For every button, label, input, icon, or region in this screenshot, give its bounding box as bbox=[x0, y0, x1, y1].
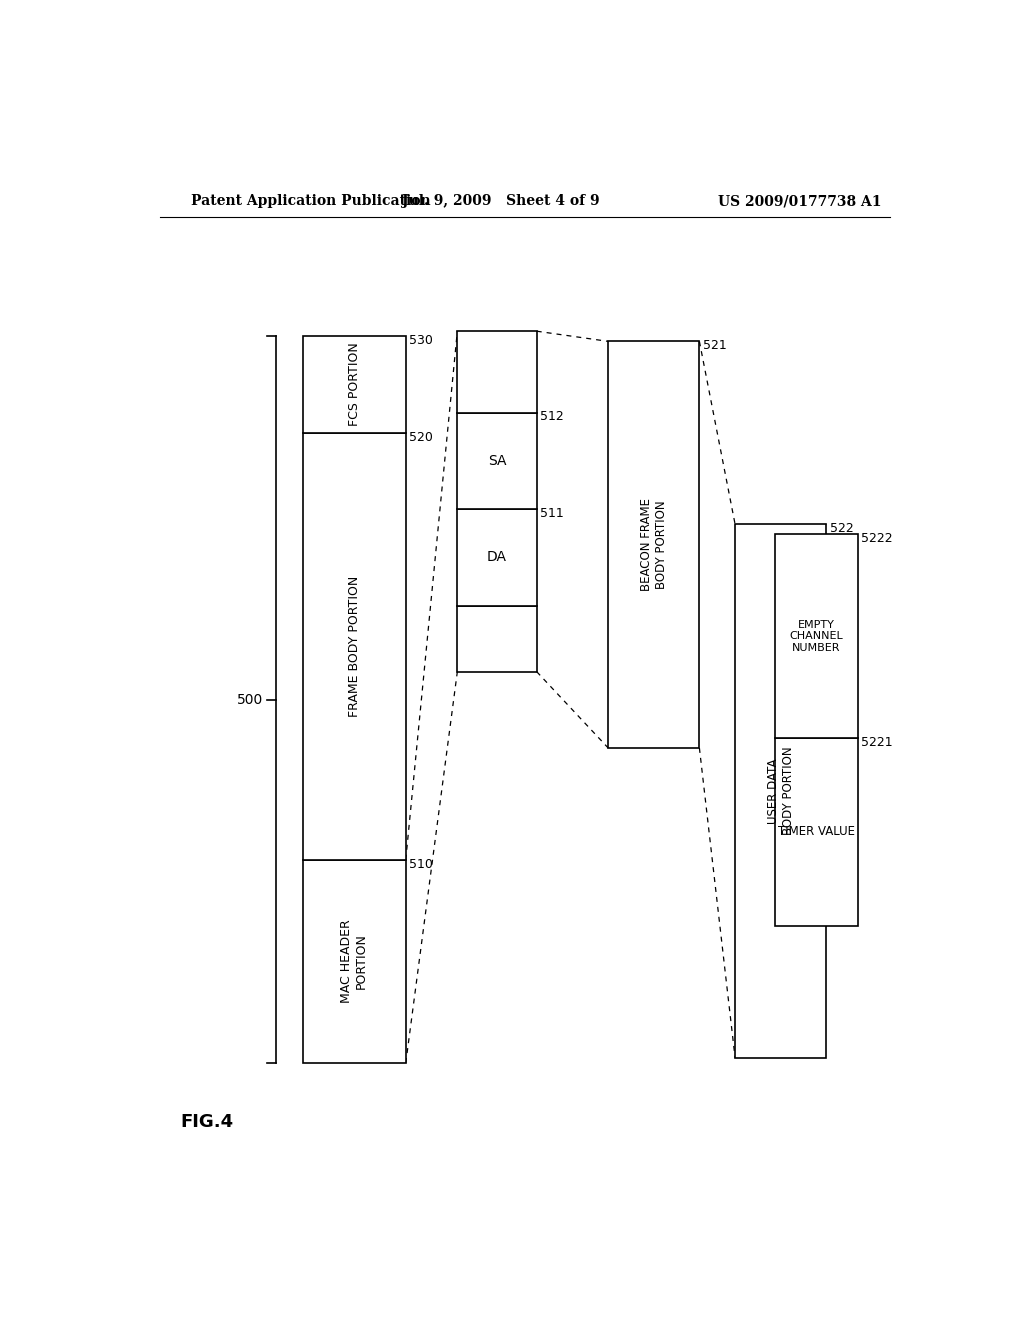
Bar bbox=[775, 738, 858, 925]
Text: FCS PORTION: FCS PORTION bbox=[348, 343, 360, 426]
Bar bbox=[775, 535, 858, 738]
Bar bbox=[458, 331, 537, 412]
Text: 530: 530 bbox=[409, 334, 433, 347]
Text: Patent Application Publication: Patent Application Publication bbox=[191, 194, 431, 209]
Bar bbox=[303, 337, 406, 433]
Text: DA: DA bbox=[487, 550, 507, 565]
Bar bbox=[458, 412, 537, 510]
Text: FRAME BODY PORTION: FRAME BODY PORTION bbox=[348, 576, 360, 717]
Text: 521: 521 bbox=[702, 339, 726, 352]
Text: 500: 500 bbox=[237, 693, 263, 706]
Text: 512: 512 bbox=[540, 411, 563, 424]
Text: MAC HEADER
PORTION: MAC HEADER PORTION bbox=[340, 920, 369, 1003]
Bar bbox=[303, 433, 406, 859]
Bar bbox=[458, 606, 537, 672]
Text: 511: 511 bbox=[540, 507, 563, 520]
Text: 520: 520 bbox=[409, 430, 433, 444]
Text: BEACON FRAME
BODY PORTION: BEACON FRAME BODY PORTION bbox=[640, 498, 668, 591]
Bar bbox=[458, 510, 537, 606]
Text: 5221: 5221 bbox=[861, 735, 893, 748]
Bar bbox=[303, 859, 406, 1063]
Text: 510: 510 bbox=[409, 858, 433, 871]
Text: EMPTY
CHANNEL
NUMBER: EMPTY CHANNEL NUMBER bbox=[790, 619, 844, 652]
Text: US 2009/0177738 A1: US 2009/0177738 A1 bbox=[719, 194, 882, 209]
Text: Jul. 9, 2009   Sheet 4 of 9: Jul. 9, 2009 Sheet 4 of 9 bbox=[402, 194, 600, 209]
Text: FIG.4: FIG.4 bbox=[181, 1113, 233, 1131]
Text: 5222: 5222 bbox=[861, 532, 893, 545]
Text: USER DATA
BODY PORTION: USER DATA BODY PORTION bbox=[767, 747, 795, 836]
Text: TIMER VALUE: TIMER VALUE bbox=[778, 825, 855, 838]
Bar bbox=[608, 342, 699, 748]
Bar bbox=[735, 524, 826, 1057]
Text: SA: SA bbox=[487, 454, 506, 467]
Text: 522: 522 bbox=[829, 523, 853, 536]
